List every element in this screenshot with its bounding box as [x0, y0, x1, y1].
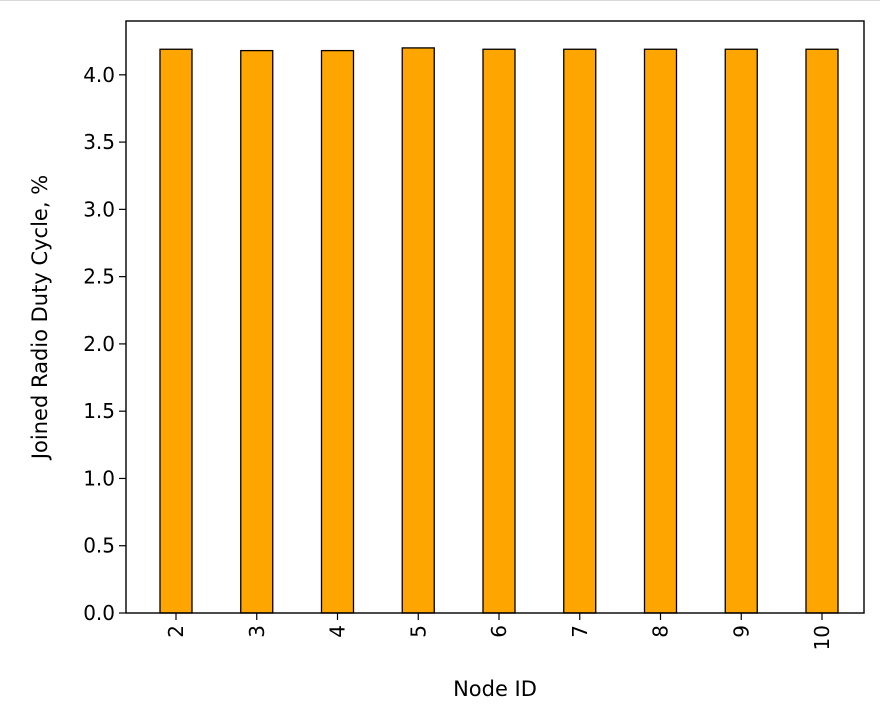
y-tick-label: 1.0	[83, 466, 115, 490]
bar-node-9	[724, 48, 758, 614]
y-tick-label: 2.5	[83, 265, 115, 289]
x-tick-label: 7	[568, 625, 592, 638]
y-tick-label: 1.5	[83, 399, 115, 423]
bar-node-3	[240, 49, 274, 614]
bar-node-2	[159, 48, 193, 614]
x-tick-label: 9	[729, 625, 753, 638]
y-tick-label: 0.0	[83, 601, 115, 625]
y-tick-label: 3.5	[83, 130, 115, 154]
y-tick-label: 4.0	[83, 63, 115, 87]
x-tick-label: 2	[164, 625, 188, 638]
x-tick-label: 4	[326, 625, 350, 638]
x-tick-label: 3	[245, 625, 269, 638]
x-tick-label: 6	[487, 625, 511, 638]
bar-node-4	[320, 49, 355, 614]
top-divider	[0, 0, 880, 1]
y-axis-label: Joined Radio Duty Cycle, %	[28, 175, 52, 461]
bar-node-7	[563, 48, 597, 614]
y-tick-label: 2.0	[83, 332, 115, 356]
x-axis-ticks: 2 3 4 5 6 7 8 9 10	[164, 613, 834, 650]
bar-node-6	[482, 48, 516, 614]
bar-node-10	[805, 48, 839, 614]
x-tick-label: 10	[810, 625, 834, 650]
y-tick-label: 3.0	[83, 197, 115, 221]
plot-area-frame	[125, 20, 865, 614]
bar-node-5	[401, 47, 435, 614]
bar-node-8	[643, 48, 678, 614]
bars-group	[159, 47, 839, 614]
x-axis-label: Node ID	[453, 677, 537, 701]
y-tick-label: 0.5	[83, 534, 115, 558]
y-axis-ticks: 0.0 0.5 1.0 1.5 2.0 2.5 3.0 3.5 4.0	[83, 63, 126, 625]
x-tick-label: 8	[649, 625, 673, 638]
x-tick-label: 5	[406, 625, 430, 638]
